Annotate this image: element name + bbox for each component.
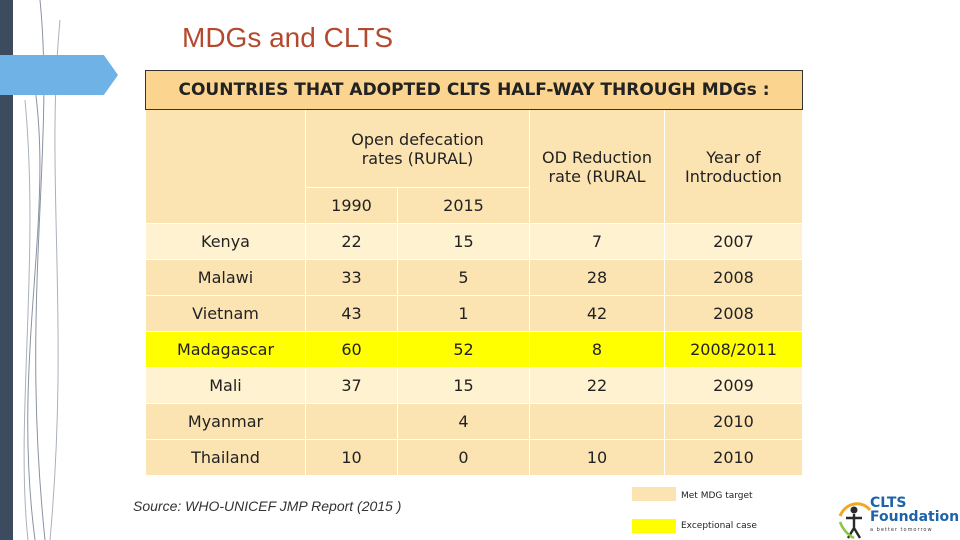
table-row: Malawi 33 5 28 2008 <box>145 259 803 296</box>
source-note: Source: WHO-UNICEF JMP Report (2015 ) <box>133 498 402 514</box>
legend-label-met-target: Met MDG target <box>681 491 753 501</box>
value-2015-cell: 0 <box>397 439 530 476</box>
logo-tagline: a better tomorrow <box>870 527 933 533</box>
value-2015-cell: 15 <box>397 367 530 404</box>
value-2015-cell: 5 <box>397 259 530 296</box>
value-1990-cell: 33 <box>305 259 398 296</box>
side-bar <box>0 0 13 540</box>
year-cell: 2010 <box>664 403 803 440</box>
year-cell: 2008 <box>664 295 803 332</box>
country-cell: Myanmar <box>145 403 306 440</box>
reduction-cell: 10 <box>529 439 665 476</box>
country-cell: Malawi <box>145 259 306 296</box>
header-year-introduction: Year of Introduction <box>664 109 803 224</box>
header-row: Open defecation rates (RURAL) OD Reducti… <box>145 109 803 224</box>
table-row: Thailand 10 0 10 2010 <box>145 439 803 476</box>
year-cell: 2008/2011 <box>664 331 803 368</box>
value-1990-cell <box>305 403 398 440</box>
year-cell: 2009 <box>664 367 803 404</box>
reduction-cell: 22 <box>529 367 665 404</box>
slide-title: MDGs and CLTS <box>182 22 394 53</box>
value-1990-cell: 10 <box>305 439 398 476</box>
value-1990-cell: 22 <box>305 223 398 260</box>
country-cell: Kenya <box>145 223 306 260</box>
reduction-cell: 28 <box>529 259 665 296</box>
table-caption: COUNTRIES THAT ADOPTED CLTS HALF-WAY THR… <box>145 70 803 110</box>
value-2015-cell: 52 <box>397 331 530 368</box>
year-cell: 2007 <box>664 223 803 260</box>
table-row-highlighted: Madagascar 60 52 8 2008/2011 <box>145 331 803 368</box>
country-cell: Mali <box>145 367 306 404</box>
legend-swatch-met-target <box>632 487 676 501</box>
header-od-reduction: OD Reduction rate (RURAL <box>529 109 665 224</box>
table-caption-row: COUNTRIES THAT ADOPTED CLTS HALF-WAY THR… <box>145 70 803 110</box>
header-1990: 1990 <box>305 187 398 224</box>
year-cell: 2010 <box>664 439 803 476</box>
value-1990-cell: 37 <box>305 367 398 404</box>
value-2015-cell: 4 <box>397 403 530 440</box>
value-1990-cell: 43 <box>305 295 398 332</box>
country-cell: Madagascar <box>145 331 306 368</box>
value-2015-cell: 15 <box>397 223 530 260</box>
figure-icon <box>838 502 872 540</box>
clts-foundation-logo: CLTS Foundation a better tomorrow <box>836 495 960 540</box>
table-row: Kenya 22 15 7 2007 <box>145 223 803 260</box>
header-empty-cell <box>145 109 306 224</box>
legend-label-exceptional: Exceptional case <box>681 521 757 531</box>
table-row: Myanmar 4 2010 <box>145 403 803 440</box>
header-2015: 2015 <box>397 187 530 224</box>
logo-line1: CLTS <box>870 495 907 511</box>
logo-wordmark: CLTS Foundation <box>870 495 960 525</box>
reduction-cell: 7 <box>529 223 665 260</box>
header-open-defecation: Open defecation rates (RURAL) <box>305 109 530 188</box>
table-container: COUNTRIES THAT ADOPTED CLTS HALF-WAY THR… <box>145 70 803 476</box>
reduction-cell <box>529 403 665 440</box>
value-1990-cell: 60 <box>305 331 398 368</box>
title-accent-arrow <box>0 55 118 95</box>
country-cell: Thailand <box>145 439 306 476</box>
table-row: Mali 37 15 22 2009 <box>145 367 803 404</box>
year-cell: 2008 <box>664 259 803 296</box>
legend-swatch-exceptional <box>632 519 676 533</box>
clts-table: COUNTRIES THAT ADOPTED CLTS HALF-WAY THR… <box>145 70 803 476</box>
logo-line2: Foundation <box>870 509 960 525</box>
value-2015-cell: 1 <box>397 295 530 332</box>
reduction-cell: 8 <box>529 331 665 368</box>
table-row: Vietnam 43 1 42 2008 <box>145 295 803 332</box>
country-cell: Vietnam <box>145 295 306 332</box>
reduction-cell: 42 <box>529 295 665 332</box>
header-year-row: 1990 2015 <box>146 187 803 224</box>
